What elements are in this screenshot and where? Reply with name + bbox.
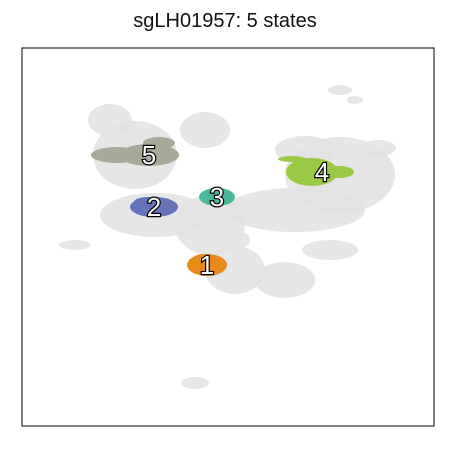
background-blob [255, 262, 315, 298]
state-4-points [278, 156, 306, 162]
state-2-label: 2 [147, 192, 161, 222]
state-1-label: 1 [200, 250, 214, 280]
background-blob [59, 240, 91, 250]
state-3-cluster [199, 188, 235, 206]
background-cells [59, 85, 396, 389]
state-2-points [134, 197, 162, 207]
state-3-points [199, 188, 235, 206]
plot-frame [21, 47, 435, 427]
state-5-points [143, 137, 175, 149]
background-blob [328, 85, 352, 95]
background-blob [180, 112, 230, 148]
state-1-points [193, 254, 213, 264]
chart-title: sgLH01957: 5 states [133, 10, 317, 32]
state-2-cluster [130, 197, 178, 217]
background-blob [230, 232, 250, 248]
state-5-label: 5 [142, 140, 156, 170]
background-blob [360, 140, 396, 156]
state-clusters [91, 137, 354, 276]
background-blob [302, 240, 358, 260]
state-4-points [326, 166, 354, 178]
background-blob [88, 104, 132, 136]
state-4-label: 4 [315, 157, 329, 187]
state-1-cluster [187, 254, 227, 276]
state-5-points [91, 147, 143, 163]
state-4-points [286, 158, 338, 186]
background-blob [181, 377, 209, 389]
background-blob [347, 96, 363, 104]
state-labels: 1 2 3 4 5 [141, 139, 331, 281]
state-3-label: 3 [210, 182, 224, 212]
state-5-cluster [91, 137, 179, 166]
state-4-cluster [278, 156, 354, 186]
